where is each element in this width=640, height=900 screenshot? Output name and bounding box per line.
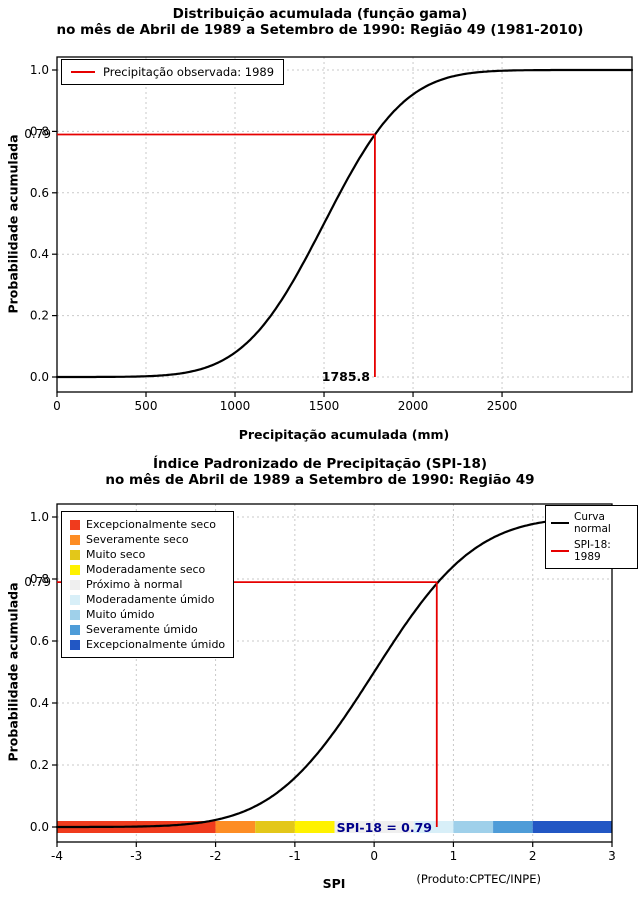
legend-item: Próximo à normal	[70, 577, 225, 592]
x-tick-label: -4	[51, 849, 63, 863]
chart1-marker-precipitation-label: 1785.8	[321, 369, 370, 384]
chart1-subtitle: no mês de Abril de 1989 a Setembro de 19…	[56, 22, 584, 38]
spi-category-bar-segment	[453, 821, 494, 833]
x-tick-label: 2500	[487, 399, 518, 413]
spi-category-bar-segment	[532, 821, 612, 833]
category-label: Muito úmido	[86, 608, 155, 621]
legend-item: SPI-18: 1989	[551, 539, 632, 563]
spi-category-bar-segment	[215, 821, 256, 833]
chart1-legend-label: Precipitação observada: 1989	[103, 65, 275, 79]
x-tick-label: -2	[210, 849, 222, 863]
chart1-legend: Precipitação observada: 1989	[61, 59, 285, 85]
category-color-swatch	[70, 519, 80, 530]
gamma-cdf-chart: 0 500 1000 1500 2000 2500 0.0 0.2 0.4 0.6 0.8 1.0	[30, 56, 634, 413]
x-tick-label: 1	[450, 849, 458, 863]
x-tick-label: 2	[529, 849, 537, 863]
product-credit-label: (Produto:CPTEC/INPE)	[416, 872, 541, 886]
x-tick-label: 2000	[398, 399, 429, 413]
category-color-swatch	[70, 534, 80, 545]
cdf-curve	[55, 516, 614, 829]
red-line-sample-icon	[71, 71, 95, 73]
chart1-x-axis-label: Precipitação acumulada (mm)	[238, 427, 450, 442]
spi-cdf-chart: -4 -3 -2 -1 0 1 2 3 0.0 0.2 0.4 0.6 0.8 1.0	[30, 503, 616, 863]
chart2-marker-probability-label: 0.79	[24, 575, 51, 589]
x-tick-label: -1	[289, 849, 301, 863]
y-tick-label: 0.2	[30, 758, 49, 772]
y-tick-label: 0.6	[30, 634, 49, 648]
spi-category-bar-segment	[493, 821, 533, 833]
category-color-swatch	[70, 579, 80, 590]
category-color-swatch	[70, 549, 80, 560]
x-tick-label: 3	[608, 849, 616, 863]
legend-item: Muito seco	[70, 547, 225, 562]
category-color-swatch	[70, 639, 80, 650]
chart2-y-axis-label: Probabilidade acumulada	[5, 582, 21, 762]
y-tick-label: 1.0	[30, 510, 49, 524]
plot-border	[56, 503, 613, 843]
y-tick-label: 0.8	[30, 124, 49, 138]
chart1-y-axis-label: Probabilidade acumulada	[5, 134, 21, 314]
y-tick-label: 0.2	[30, 309, 49, 323]
chart1-marker-probability-label: 0.79	[24, 127, 51, 141]
category-label: Severamente úmido	[86, 623, 198, 636]
category-label: Próximo à normal	[86, 578, 183, 591]
spi-category-bar-segment	[413, 821, 454, 833]
legend-item: Curva normal	[551, 511, 632, 535]
legend-item: Muito úmido	[70, 607, 225, 622]
x-tick-label: -3	[130, 849, 142, 863]
y-tick-label: 0.4	[30, 247, 49, 261]
spi-category-bar-segment	[334, 821, 414, 833]
spi-category-bar-segment	[255, 821, 295, 833]
line-sample-icon	[551, 550, 569, 552]
legend-item: Moderadamente seco	[70, 562, 225, 577]
chart2-line-legend: Curva normal SPI-18: 1989	[545, 505, 638, 569]
chart2-marker-spi-label: SPI-18 = 0.79	[336, 820, 432, 835]
category-label: Moderadamente úmido	[86, 593, 215, 606]
y-tick-label: 0.0	[30, 370, 49, 384]
x-tick-label: 0	[370, 849, 378, 863]
y-tick-label: 0.8	[30, 572, 49, 586]
y-tick-label: 0.6	[30, 186, 49, 200]
chart2-x-axis-label: SPI	[322, 876, 346, 891]
legend-item: Severamente úmido	[70, 622, 225, 637]
x-tick-label: 0	[53, 399, 61, 413]
spi-category-bar-segment	[294, 821, 335, 833]
legend-item: Severamente seco	[70, 532, 225, 547]
chart1-title: Distribuição acumulada (função gama)	[172, 6, 468, 22]
y-tick-label: 0.0	[30, 820, 49, 834]
category-color-swatch	[70, 594, 80, 605]
legend-label: Curva normal	[574, 511, 611, 535]
category-color-swatch	[70, 624, 80, 635]
category-label: Severamente seco	[86, 533, 189, 546]
chart2-title: Índice Padronizado de Precipitação (SPI-…	[152, 456, 488, 472]
x-tick-label: 500	[135, 399, 158, 413]
cdf-curve	[55, 68, 634, 379]
legend-item: Excepcionalmente seco	[70, 517, 225, 532]
spi-category-legend: Excepcionalmente seco Severamente seco Mui…	[61, 511, 235, 658]
plot-border	[56, 56, 633, 393]
legend-item: Moderadamente úmido	[70, 592, 225, 607]
chart2-subtitle: no mês de Abril de 1989 a Setembro de 19…	[105, 472, 535, 488]
category-label: Moderadamente seco	[86, 563, 206, 576]
x-tick-label: 1500	[309, 399, 340, 413]
legend-label: SPI-18: 1989	[574, 539, 611, 563]
category-label: Muito seco	[86, 548, 146, 561]
category-label: Excepcionalmente seco	[86, 518, 216, 531]
category-color-swatch	[70, 609, 80, 620]
y-tick-label: 0.4	[30, 696, 49, 710]
category-color-swatch	[70, 564, 80, 575]
x-tick-label: 1000	[220, 399, 251, 413]
legend-item: Excepcionalmente úmido	[70, 637, 225, 652]
y-tick-label: 1.0	[30, 63, 49, 77]
line-sample-icon	[551, 522, 569, 524]
category-label: Excepcionalmente úmido	[86, 638, 226, 651]
